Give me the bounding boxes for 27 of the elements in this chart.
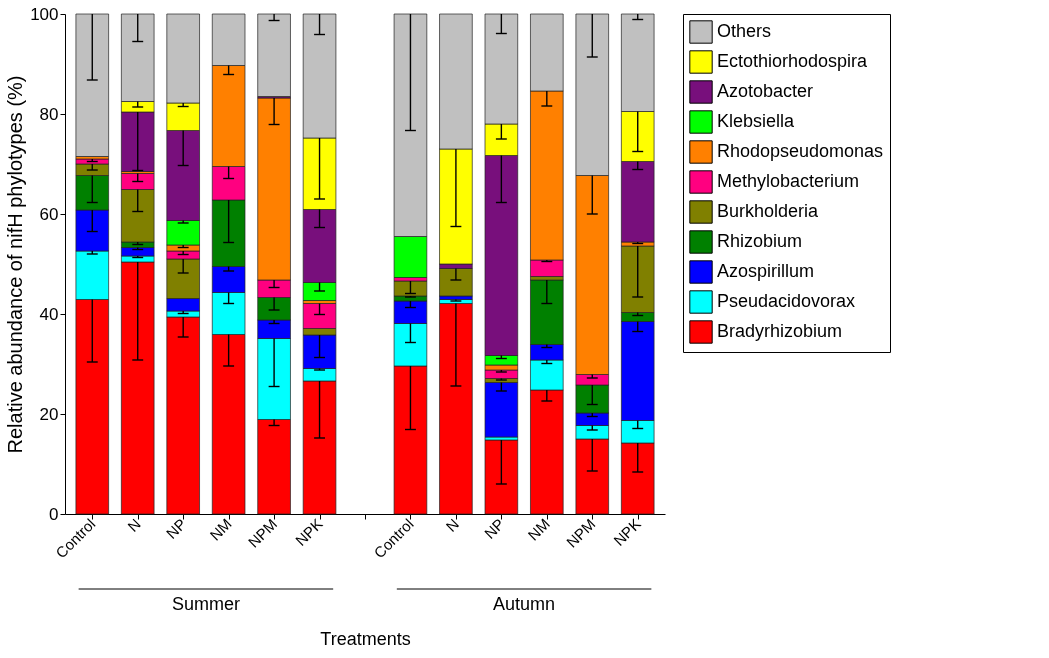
y-tick-label: 40 (39, 304, 59, 324)
legend-label: Burkholderia (717, 201, 820, 221)
x-axis-title: Treatments (320, 629, 411, 650)
y-tick-label: 100 (30, 4, 59, 24)
x-tick-label: NP (480, 515, 508, 542)
legend-label: Azospirillum (717, 261, 815, 281)
y-tick-label: 20 (39, 404, 59, 424)
text: Autumn (493, 594, 556, 614)
text: Summer (171, 594, 240, 614)
y-tick-label: 60 (39, 204, 59, 224)
y-axis-title: Relative abundance of nifH phylotypes (%) (4, 75, 27, 454)
legend-label: Pseudacidovorax (717, 291, 856, 311)
x-tick-label: NM (206, 515, 235, 544)
legend-label: Azotobacter (717, 81, 814, 101)
y-tick-label: 80 (39, 104, 59, 124)
legend-label: Ectothiorhodospira (717, 51, 869, 71)
x-tick-label: N (442, 515, 463, 535)
y-tick-label: 0 (49, 504, 59, 524)
legend-label: Rhodopseudomonas (717, 141, 884, 161)
x-tick-label: NP (162, 515, 190, 542)
legend-label: Bradyrhizobium (717, 321, 843, 341)
legend-label: Klebsiella (717, 111, 796, 131)
legend-label: Others (717, 21, 772, 41)
x-tick-label: N (124, 515, 144, 535)
x-tick-label: NM (524, 515, 553, 544)
legend-label: Rhizobium (717, 231, 803, 251)
legend-label: Methylobacterium (717, 171, 860, 191)
